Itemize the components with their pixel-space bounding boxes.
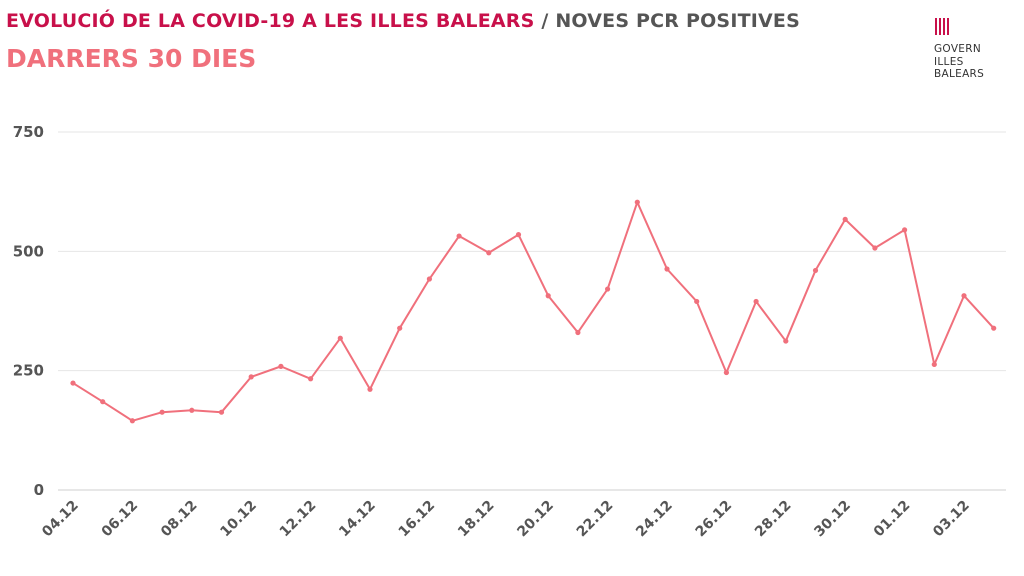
data-point bbox=[486, 250, 492, 256]
title-suffix: NOVES PCR POSITIVES bbox=[555, 10, 800, 32]
x-tick-label: 28.12 bbox=[752, 498, 795, 541]
data-point bbox=[159, 409, 165, 415]
logo-line: BALEARS bbox=[934, 68, 985, 80]
data-point bbox=[456, 233, 462, 239]
govern-logo-text: GOVERN ILLES BALEARS bbox=[934, 43, 984, 81]
data-point bbox=[575, 329, 581, 336]
chart-subtitle: DARRERS 30 DIES bbox=[6, 44, 257, 73]
x-tick-label: 16.12 bbox=[396, 498, 439, 541]
y-tick-label: 500 bbox=[13, 242, 44, 260]
data-point bbox=[397, 325, 403, 331]
data-point bbox=[278, 363, 284, 369]
data-point bbox=[634, 199, 640, 205]
data-point bbox=[308, 376, 314, 382]
chart-title: EVOLUCIÓ DE LA COVID-19 A LES ILLES BALE… bbox=[6, 10, 800, 32]
data-point bbox=[426, 276, 432, 282]
data-point bbox=[991, 325, 997, 331]
y-tick-label: 750 bbox=[13, 123, 44, 141]
y-tick-label: 250 bbox=[13, 362, 44, 380]
data-point bbox=[694, 298, 700, 305]
x-tick-label: 18.12 bbox=[455, 498, 498, 541]
x-tick-label: 06.12 bbox=[99, 498, 142, 541]
x-tick-label: 08.12 bbox=[158, 498, 201, 541]
data-point bbox=[902, 227, 908, 233]
govern-logo: GOVERN ILLES BALEARS bbox=[934, 16, 1014, 86]
data-point bbox=[367, 386, 373, 392]
data-point bbox=[961, 293, 967, 299]
logo-line: ILLES bbox=[934, 55, 964, 68]
data-point bbox=[337, 335, 343, 341]
data-point bbox=[605, 286, 611, 292]
x-tick-label: 26.12 bbox=[693, 498, 736, 541]
logo-line: GOVERN bbox=[934, 43, 981, 55]
x-tick-label: 24.12 bbox=[633, 498, 676, 541]
x-tick-label: 30.12 bbox=[811, 498, 854, 541]
x-tick-label: 03.12 bbox=[930, 498, 973, 541]
data-point bbox=[248, 374, 254, 380]
x-tick-label: 10.12 bbox=[217, 498, 260, 541]
title-separator: / bbox=[541, 10, 549, 32]
data-point bbox=[129, 418, 135, 424]
data-point bbox=[515, 232, 522, 238]
x-tick-label: 01.12 bbox=[871, 498, 914, 541]
x-axis: 04.12 06.12 08.12 10.12 12.12 14.12 16.12 18.12… bbox=[39, 498, 973, 541]
series-pcr bbox=[70, 199, 997, 424]
x-tick-label: 12.12 bbox=[277, 498, 320, 541]
data-point bbox=[218, 409, 225, 415]
grid-lines bbox=[58, 131, 1006, 491]
title-main: EVOLUCIÓ DE LA COVID-19 A LES ILLES BALE… bbox=[6, 10, 535, 32]
data-point bbox=[931, 361, 937, 368]
x-tick-label: 20.12 bbox=[514, 498, 557, 541]
data-point bbox=[100, 399, 106, 405]
y-axis: 0 250 500 750 bbox=[13, 123, 44, 499]
data-point bbox=[70, 380, 76, 386]
data-point bbox=[723, 369, 730, 376]
y-tick-label: 0 bbox=[34, 481, 44, 499]
data-point bbox=[753, 298, 759, 305]
data-point bbox=[872, 245, 878, 251]
data-point bbox=[545, 293, 551, 299]
data-point bbox=[783, 338, 789, 344]
x-tick-label: 04.12 bbox=[39, 498, 82, 541]
data-point bbox=[664, 266, 670, 272]
data-point bbox=[842, 216, 848, 222]
govern-flag-icon bbox=[934, 16, 950, 36]
x-tick-label: 14.12 bbox=[336, 498, 379, 541]
data-point bbox=[189, 407, 195, 413]
series-line bbox=[72, 201, 995, 422]
data-point bbox=[812, 267, 819, 274]
x-tick-label: 22.12 bbox=[574, 498, 617, 541]
